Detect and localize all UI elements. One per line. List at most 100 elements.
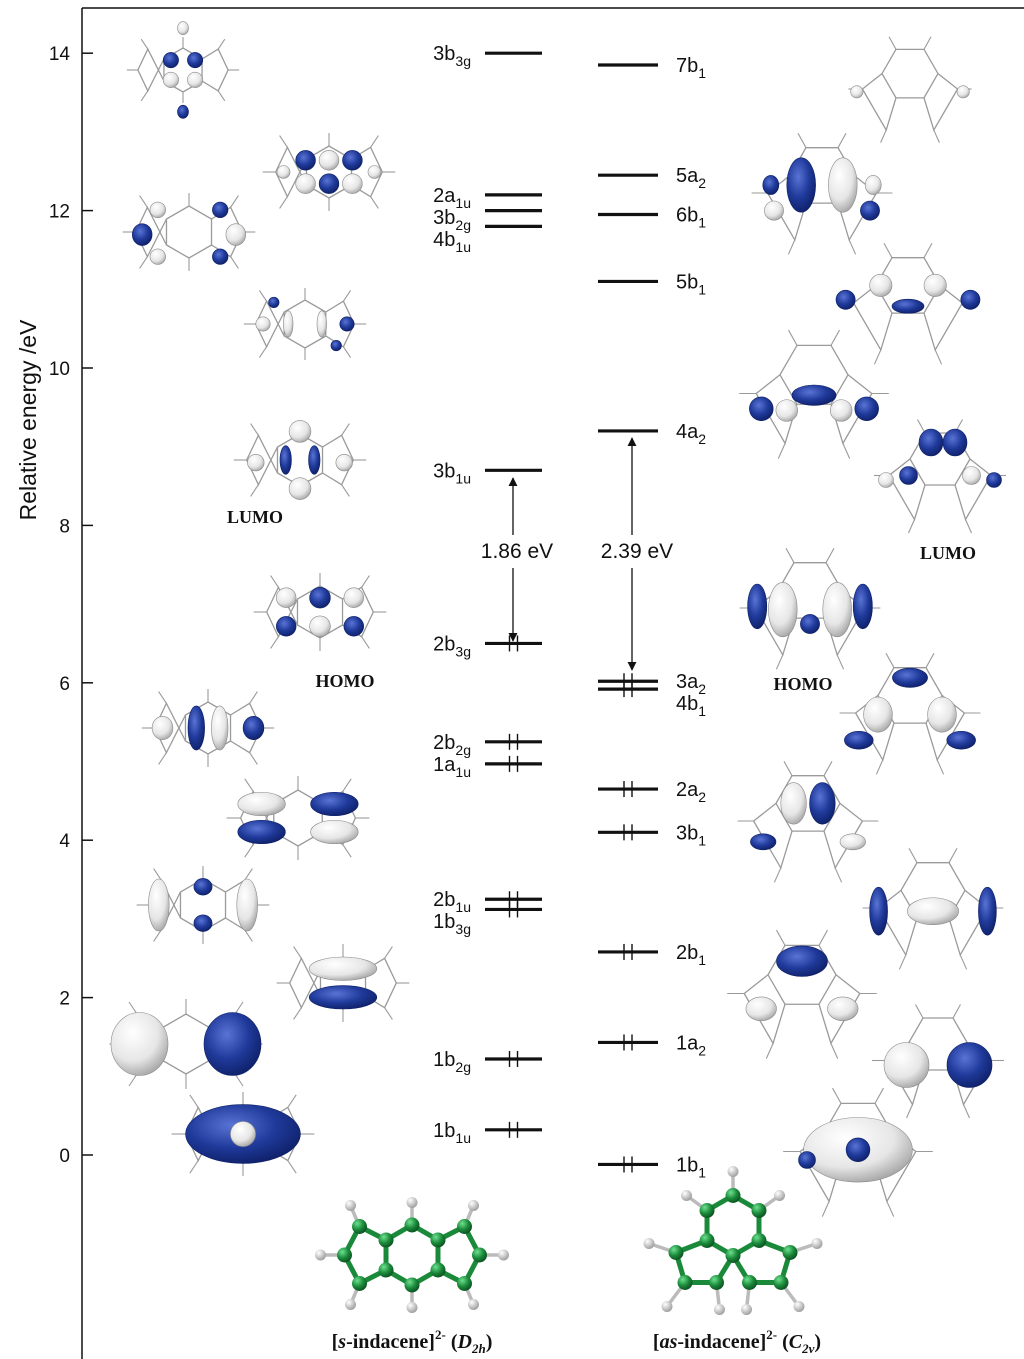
y-tick-label: 8 bbox=[59, 516, 70, 537]
level-label: 2a2 bbox=[676, 779, 706, 805]
carbon-atom bbox=[457, 1219, 472, 1234]
hydrogen-atom bbox=[741, 1304, 752, 1315]
level-label: 3a2 bbox=[676, 671, 706, 697]
carbon-atom bbox=[668, 1245, 684, 1260]
as-indacene-molecule-model bbox=[643, 1166, 823, 1315]
level-label: 2b1u bbox=[433, 889, 471, 915]
carbon-atom bbox=[337, 1247, 352, 1263]
carbon-atom bbox=[677, 1275, 693, 1290]
hydrogen-atom bbox=[498, 1249, 509, 1261]
hydrogen-atom bbox=[714, 1304, 725, 1315]
y-tick-label: 14 bbox=[49, 44, 71, 65]
as-level-2a2: 2a2 bbox=[598, 779, 706, 805]
as-level-3b1: 3b1 bbox=[598, 822, 706, 848]
level-label: 2b3g bbox=[433, 633, 471, 659]
as-homo-label: HOMO bbox=[774, 674, 833, 694]
as-orbital-5a2-image bbox=[751, 133, 893, 255]
level-label: 5a2 bbox=[676, 165, 706, 191]
s-level-2b2g: 2b2g bbox=[433, 732, 542, 758]
hydrogen-atom bbox=[793, 1301, 805, 1312]
hydrogen-atom bbox=[468, 1200, 479, 1211]
hydrogen-atom bbox=[406, 1302, 418, 1313]
level-label: 1b1u bbox=[433, 1120, 471, 1146]
level-label: 3b1 bbox=[676, 822, 706, 848]
carbon-atom bbox=[699, 1203, 715, 1218]
level-label: 4b1 bbox=[676, 693, 706, 719]
hydrogen-atom bbox=[315, 1249, 326, 1261]
hydrogen-atom bbox=[661, 1301, 673, 1312]
s-orbital-1b3g-image bbox=[276, 944, 410, 1022]
carbon-atom bbox=[472, 1247, 487, 1263]
level-label: 3b3g bbox=[433, 43, 471, 69]
level-label: 7b1 bbox=[676, 55, 706, 81]
as-orbital-6b1-image bbox=[835, 243, 981, 365]
as-level-5b1: 5b1 bbox=[598, 271, 706, 297]
y-tick-label: 2 bbox=[59, 989, 70, 1010]
y-tick-label: 0 bbox=[59, 1146, 70, 1167]
s-level-1b3g: 1b3g bbox=[433, 901, 542, 937]
y-tick-label: 10 bbox=[49, 359, 70, 380]
level-label: 3b1u bbox=[433, 460, 471, 486]
as-level-5a2: 5a2 bbox=[598, 165, 706, 191]
as-orbital-3b1-image bbox=[862, 848, 1004, 970]
s-lumo-label: LUMO bbox=[227, 507, 283, 527]
carbon-atom bbox=[751, 1203, 767, 1218]
y-axis-label: Relative energy /eV bbox=[15, 319, 41, 520]
as-lumo-label: LUMO bbox=[920, 543, 976, 563]
level-label: 1b3g bbox=[433, 911, 471, 937]
s-orbital-4b1u-image bbox=[243, 288, 367, 360]
carbon-atom bbox=[773, 1275, 789, 1290]
as-indacene-caption: [as-indacene]2- (C2v) bbox=[653, 1327, 821, 1356]
as-level-7b1: 7b1 bbox=[598, 55, 706, 81]
as-orbital-1b1-image bbox=[783, 1087, 933, 1217]
as-indacene-orbital-images bbox=[727, 36, 1006, 1217]
carbon-atom bbox=[742, 1275, 757, 1290]
carbon-atom bbox=[404, 1277, 420, 1293]
s-level-3b2g: 3b2g bbox=[433, 207, 542, 233]
carbon-atom bbox=[378, 1262, 394, 1278]
s-indacene-caption: [s-indacene]2- (D2h) bbox=[332, 1327, 493, 1356]
level-label: 1b2g bbox=[433, 1049, 471, 1075]
s-orbital-1b2g-image bbox=[109, 999, 263, 1089]
carbon-atom bbox=[725, 1188, 741, 1203]
y-tick-label: 4 bbox=[59, 831, 70, 852]
hydrogen-atom bbox=[345, 1299, 356, 1310]
as-level-1a2: 1a2 bbox=[598, 1032, 706, 1058]
carbon-atom bbox=[378, 1232, 394, 1248]
hydrogen-atom bbox=[643, 1238, 655, 1249]
s-orbital-1a1u-image bbox=[226, 776, 370, 860]
s-orbital-2a1u-image bbox=[262, 133, 396, 211]
hydrogen-atom bbox=[406, 1197, 418, 1208]
carbon-atom bbox=[430, 1262, 446, 1278]
level-label: 4b1u bbox=[433, 229, 471, 255]
as-orbital-2a2-image bbox=[737, 761, 879, 883]
level-label: 1a2 bbox=[676, 1032, 706, 1058]
s-level-3b1u: 3b1u bbox=[433, 460, 542, 486]
as-orbital-lumo-image bbox=[874, 419, 1006, 534]
carbon-atom bbox=[709, 1275, 724, 1290]
carbon-atom bbox=[352, 1276, 367, 1291]
as-level-4a2: 4a2 bbox=[598, 421, 706, 447]
y-tick-label: 6 bbox=[59, 674, 70, 695]
level-label: 6b1 bbox=[676, 205, 706, 231]
s-level-3b3g: 3b3g bbox=[433, 43, 542, 69]
s-level-2b1u: 2b1u bbox=[433, 889, 542, 915]
as-orbital-1a2-image bbox=[872, 1004, 1004, 1119]
as-level-6b1: 6b1 bbox=[598, 205, 706, 231]
y-tick-label: 12 bbox=[49, 202, 70, 223]
carbon-atom bbox=[699, 1233, 715, 1248]
as-gap-arrow: 2.39 eV bbox=[601, 437, 673, 671]
as-orbital-homo-image bbox=[739, 548, 881, 670]
as-gap-label: 2.39 eV bbox=[601, 540, 673, 563]
carbon-atom bbox=[430, 1232, 446, 1248]
carbon-atom bbox=[457, 1276, 472, 1291]
s-gap-label: 1.86 eV bbox=[481, 540, 553, 563]
hydrogen-atom bbox=[774, 1190, 785, 1201]
carbon-atom bbox=[782, 1245, 798, 1260]
carbon-atom bbox=[751, 1233, 767, 1248]
carbon-atom bbox=[404, 1217, 420, 1233]
as-level-4b1: 4b1 bbox=[598, 681, 706, 719]
